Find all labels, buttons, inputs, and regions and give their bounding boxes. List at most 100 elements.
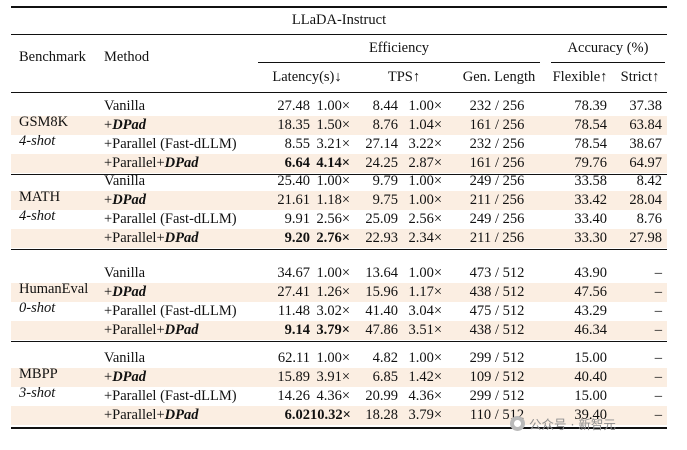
benchmark-shot: 4-shot [19, 133, 56, 149]
cell-lat-x: 3.79× [316, 322, 350, 338]
cell-strict: – [654, 284, 662, 300]
title-rule [11, 34, 667, 35]
benchmark-name: HumanEval [19, 281, 89, 297]
cell-tps-x: 2.87× [408, 155, 442, 171]
header-bottom-rule [11, 92, 667, 93]
header-accuracy: Accuracy (%) [567, 40, 649, 56]
method-cell: +Parallel (Fast-dLLM) [104, 302, 237, 321]
table-title: LLaDA-Instruct [291, 12, 387, 28]
top-rule [11, 6, 667, 8]
method-name: Vanilla [104, 173, 146, 189]
group-separator-rule [11, 174, 667, 175]
cell-flex: 40.40 [574, 369, 607, 385]
header-method: Method [104, 49, 150, 65]
cell-len: 161 / 256 [469, 117, 525, 133]
benchmark-name: MATH [19, 189, 61, 205]
method-cell: +DPad [104, 191, 146, 210]
method-name: Vanilla [104, 265, 146, 281]
cell-flex: 33.42 [574, 192, 607, 208]
cell-tps: 47.86 [365, 322, 398, 338]
cell-len: 211 / 256 [469, 192, 525, 208]
cell-len: 249 / 256 [469, 211, 525, 227]
cell-lat-x: 4.36× [316, 388, 350, 404]
cell-strict: 38.67 [629, 136, 662, 152]
method-cell: +Parallel+DPad [104, 321, 199, 340]
benchmark-name: GSM8K [19, 114, 69, 130]
cell-tps-x: 3.79× [408, 407, 442, 423]
cell-flex: 33.40 [574, 211, 607, 227]
method-cell: +DPad [104, 368, 146, 387]
cell-len: 299 / 512 [469, 350, 525, 366]
wechat-icon [510, 416, 525, 431]
cell-len: 161 / 256 [469, 155, 525, 171]
method-prefix: + [104, 369, 113, 385]
cell-tps-x: 1.42× [408, 369, 442, 385]
cell-lat: 34.67 [277, 265, 310, 281]
cell-tps: 6.85 [372, 369, 398, 385]
header-strict: Strict↑ [620, 69, 660, 85]
benchmark-shot: 3-shot [19, 385, 56, 401]
header-benchmark: Benchmark [19, 49, 86, 65]
cell-tps-x: 3.22× [408, 136, 442, 152]
cell-tps-x: 3.51× [408, 322, 442, 338]
cell-flex: 78.39 [574, 98, 607, 114]
method-dpad: DPad [164, 407, 199, 423]
method-cell: +Parallel+DPad [104, 406, 199, 425]
method-cell: +DPad [104, 283, 146, 302]
cell-tps-x: 1.00× [408, 98, 442, 114]
watermark: 公众号 · 新智元 [510, 414, 616, 436]
cell-lat: 9.20 [284, 230, 310, 246]
method-cell: Vanilla [104, 349, 145, 368]
cell-flex: 33.30 [574, 230, 607, 246]
method-name: +Parallel (Fast-dLLM) [104, 303, 237, 319]
cell-tps-x: 1.00× [408, 192, 442, 208]
dpad-row-highlight [11, 321, 667, 340]
cell-len: 299 / 512 [469, 388, 525, 404]
cell-flex: 78.54 [574, 117, 607, 133]
method-cell: +Parallel (Fast-dLLM) [104, 135, 237, 154]
benchmark-name: MBPP [19, 366, 58, 382]
cell-strict: – [654, 388, 662, 404]
cell-tps: 8.76 [372, 117, 398, 133]
cell-lat: 14.26 [277, 388, 310, 404]
dpad-row-highlight [11, 229, 667, 248]
group-separator-rule [11, 249, 667, 250]
cell-strict: 8.42 [636, 173, 662, 189]
method-dpad: DPad [112, 117, 147, 133]
method-cell: Vanilla [104, 97, 145, 116]
cell-lat: 9.14 [284, 322, 310, 338]
cell-strict: 28.04 [629, 192, 662, 208]
benchmark-shot: 4-shot [19, 208, 56, 224]
cell-tps: 15.96 [365, 284, 398, 300]
header-tps: TPS↑ [387, 69, 421, 85]
cell-lat-x: 1.00× [316, 98, 350, 114]
cell-strict: 64.97 [629, 155, 662, 171]
method-prefix: +Parallel+ [104, 407, 165, 423]
cell-len: 232 / 256 [469, 98, 525, 114]
header-gen-length: Gen. Length [462, 69, 536, 85]
method-dpad: DPad [112, 369, 147, 385]
method-dpad: DPad [164, 230, 199, 246]
cell-strict: – [654, 303, 662, 319]
method-dpad: DPad [164, 322, 199, 338]
cell-tps: 9.79 [372, 173, 398, 189]
method-cell: Vanilla [104, 264, 145, 283]
cell-lat-x: 1.18× [316, 192, 350, 208]
cell-len: 109 / 512 [469, 369, 525, 385]
cell-flex: 39.40 [574, 407, 607, 423]
cell-strict: 63.84 [629, 117, 662, 133]
cell-strict: 27.98 [629, 230, 662, 246]
cell-tps: 9.75 [372, 192, 398, 208]
cell-lat-x: 1.00× [316, 265, 350, 281]
efficiency-rule [258, 62, 540, 63]
cell-flex: 43.90 [574, 265, 607, 281]
cell-tps: 27.14 [365, 136, 398, 152]
cell-lat-x: 1.00× [316, 173, 350, 189]
method-prefix: + [104, 284, 113, 300]
cell-lat-x: 1.00× [316, 350, 350, 366]
bottom-rule [11, 427, 667, 429]
cell-flex: 47.56 [574, 284, 607, 300]
group-separator-rule [11, 341, 667, 342]
cell-tps-x: 4.36× [408, 388, 442, 404]
cell-tps-x: 1.17× [408, 284, 442, 300]
